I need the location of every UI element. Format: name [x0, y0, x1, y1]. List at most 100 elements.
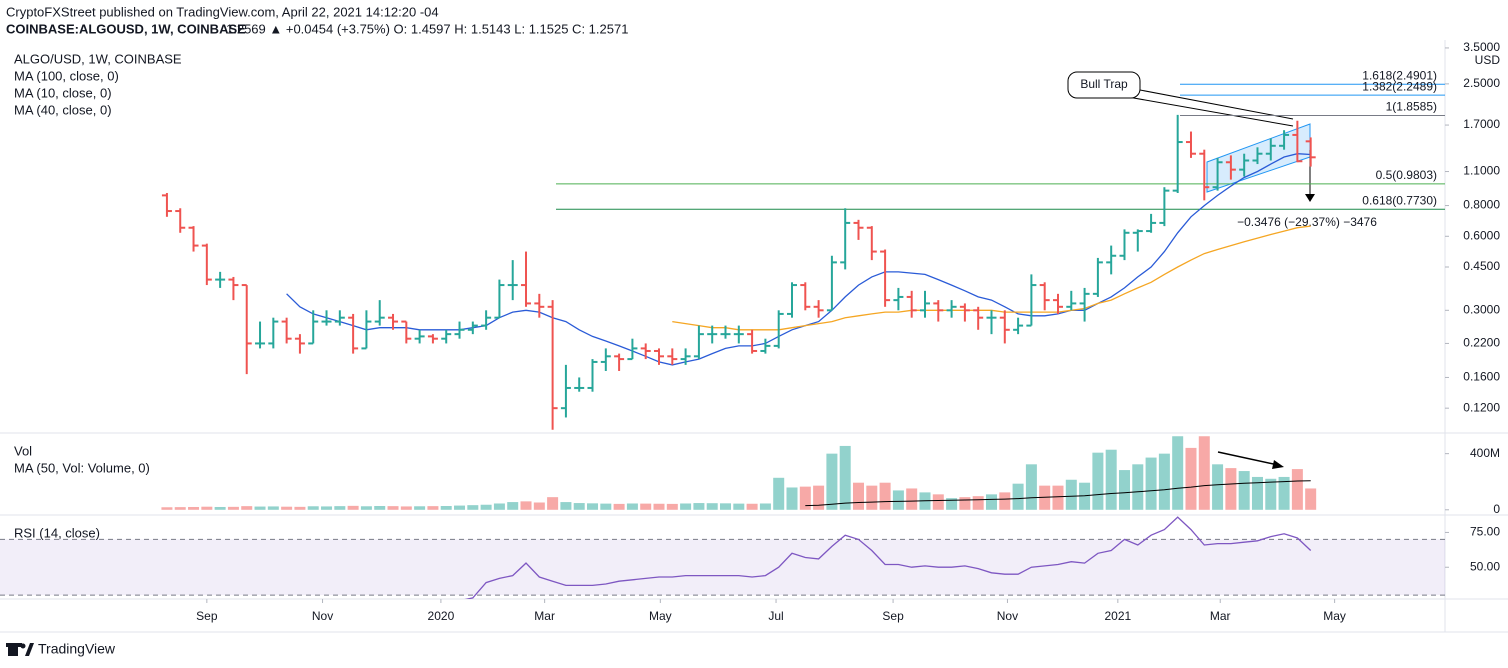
y-tick-label: 0.6000 [1463, 228, 1500, 242]
x-tick-label: 2021 [1104, 609, 1131, 623]
volume-bar [347, 505, 359, 510]
volume-bar [400, 506, 412, 510]
legend-entry: MA (40, close, 0) [14, 102, 112, 117]
volume-bar [720, 503, 732, 510]
volume-bar [1198, 436, 1210, 510]
volume-bar [1118, 470, 1130, 510]
volume-bar [281, 506, 293, 510]
x-tick-label: Mar [1210, 609, 1231, 623]
volume-bar [520, 501, 532, 510]
volume-bar [746, 503, 758, 510]
legend-entry: MA (50, Vol: Volume, 0) [14, 460, 150, 475]
volume-bar [1291, 469, 1303, 510]
volume-bar [946, 498, 958, 510]
y-tick-label: 1.7000 [1463, 117, 1500, 131]
pane-plot [0, 516, 1445, 599]
volume-bar [241, 506, 253, 510]
volume-bar [653, 503, 665, 510]
callout-box [1067, 71, 1141, 99]
volume-bar [560, 502, 572, 510]
volume-bar [1185, 447, 1197, 510]
volume-bar [906, 488, 918, 510]
volume-bar [1225, 468, 1237, 510]
volume-bar [214, 506, 226, 510]
volume-bar [693, 503, 705, 510]
arrow-head [1272, 460, 1284, 469]
logo [6, 643, 34, 656]
volume-arrow [1217, 451, 1279, 466]
legend-entry: RSI (14, close) [14, 525, 100, 540]
volume-bar [773, 477, 785, 510]
volume-bar [866, 485, 878, 510]
volume-bar [174, 507, 186, 510]
volume-bar [826, 453, 838, 510]
y-tick-label: 400M [1470, 446, 1500, 460]
pane-plot [161, 436, 1317, 510]
volume-bar [360, 506, 372, 510]
volume-bar [959, 497, 971, 510]
callout-line [1139, 89, 1294, 120]
volume-bar [1172, 436, 1184, 510]
volume-bar [666, 503, 678, 510]
logo-part [8, 643, 18, 656]
y-tick-label: 3.5000 [1463, 40, 1500, 54]
series-line [805, 480, 1311, 507]
volume-bar [161, 507, 173, 510]
volume-bar [587, 503, 599, 510]
volume-bar [533, 502, 545, 510]
volume-bar [733, 503, 745, 510]
x-tick-label: Mar [534, 609, 555, 623]
legend-entry: MA (100, close, 0) [14, 68, 119, 83]
volume-bar [932, 494, 944, 510]
volume-bar [1251, 476, 1263, 510]
fib-label: 1.618(2.4901) [1362, 68, 1437, 82]
logo-part [6, 643, 22, 647]
y-tick-label: 75.00 [1470, 525, 1500, 539]
volume-bar [188, 506, 200, 510]
volume-bar [1212, 464, 1224, 510]
x-tick-label: 2020 [428, 609, 455, 623]
y-tick-label: 50.00 [1470, 559, 1500, 573]
volume-bar [294, 506, 306, 510]
volume-bar [454, 505, 466, 510]
y-tick-label: 0.4500 [1463, 259, 1500, 273]
pane-title: Vol [14, 443, 32, 458]
rsi-band [0, 539, 1445, 596]
volume-bar [573, 503, 585, 510]
volume-bar [387, 506, 399, 510]
volume-bar [1265, 478, 1277, 510]
volume-bar [680, 503, 692, 510]
brand: TradingView [38, 641, 116, 657]
volume-bar [1012, 483, 1024, 510]
volume-bar [507, 502, 519, 510]
volume-bar [640, 503, 652, 510]
volume-bar [626, 503, 638, 510]
volume-bar [480, 504, 492, 510]
volume-bar [440, 506, 452, 510]
series-line [464, 516, 1312, 599]
volume-bar [1065, 479, 1077, 510]
volume-bar [799, 486, 811, 510]
y-tick-label: 0.2200 [1463, 336, 1500, 350]
x-tick-label: Nov [997, 609, 1018, 623]
logo-part [25, 643, 34, 656]
symbol: COINBASE:ALGOUSD, 1W, COINBASE [6, 21, 246, 36]
fib-label: 1.382(2.2489) [1362, 79, 1437, 93]
volume-bar [321, 506, 333, 510]
volume-bar [1145, 457, 1157, 510]
volume-bar [467, 505, 479, 510]
volume-bar [227, 506, 239, 510]
callout-line [1127, 96, 1294, 127]
fib-label: 0.618(0.7730) [1362, 193, 1437, 207]
volume-bar [1278, 476, 1290, 510]
y-tick-label: 0.1200 [1463, 400, 1500, 414]
y-tick-label: 0.3000 [1463, 302, 1500, 316]
y-tick-label: 0.1600 [1463, 370, 1500, 384]
volume-bar [374, 506, 386, 510]
x-tick-label: May [1323, 609, 1346, 623]
legend-entry: MA (10, close, 0) [14, 85, 112, 100]
volume-bar [1132, 464, 1144, 510]
volume-bar [892, 490, 904, 510]
volume-bar [493, 503, 505, 510]
